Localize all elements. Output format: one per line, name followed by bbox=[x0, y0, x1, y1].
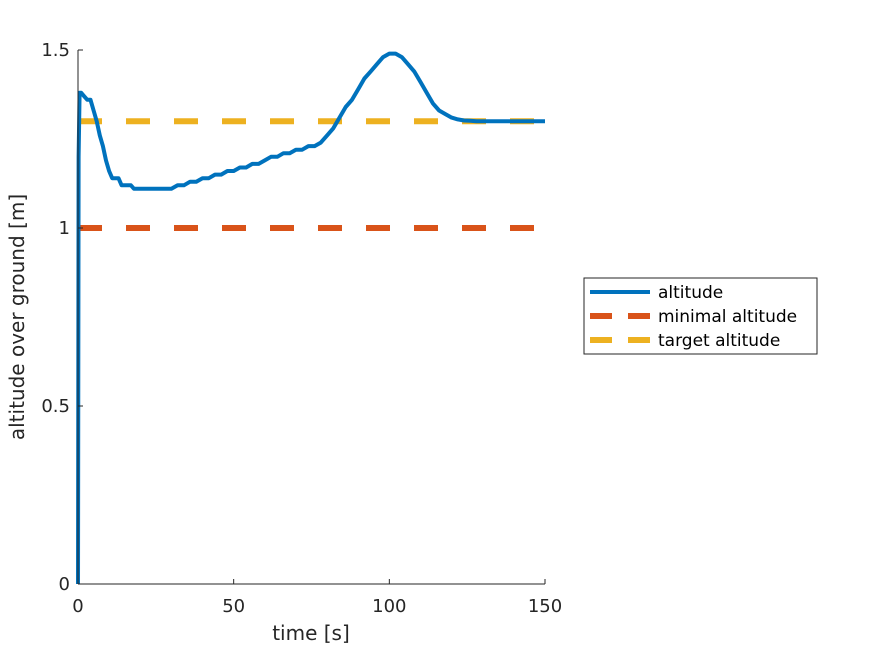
x-tick-label: 150 bbox=[528, 596, 562, 617]
x-tick-label: 50 bbox=[222, 596, 245, 617]
y-axis-label: altitude over ground [m] bbox=[5, 194, 29, 440]
x-axis-ticks: 0 50 100 150 bbox=[72, 579, 562, 617]
axes bbox=[77, 50, 545, 585]
legend-box bbox=[583, 277, 818, 355]
y-tick-label: 1.5 bbox=[41, 40, 70, 61]
legend-label: target altitude bbox=[658, 331, 780, 351]
legend: altitude minimal altitude target altitude bbox=[583, 277, 818, 355]
y-axis-ticks: 0 0.5 1 1.5 bbox=[41, 40, 83, 595]
y-tick-label: 1 bbox=[59, 218, 70, 239]
series-line-altitude bbox=[76, 51, 545, 585]
legend-label: altitude bbox=[658, 283, 723, 303]
x-axis-label: time [s] bbox=[272, 621, 350, 645]
y-tick-label: 0.5 bbox=[41, 396, 70, 417]
plot-area bbox=[76, 51, 545, 585]
x-tick-label: 100 bbox=[372, 596, 406, 617]
x-tick-label: 0 bbox=[72, 596, 83, 617]
legend-label: minimal altitude bbox=[658, 307, 797, 327]
y-tick-label: 0 bbox=[59, 574, 70, 595]
